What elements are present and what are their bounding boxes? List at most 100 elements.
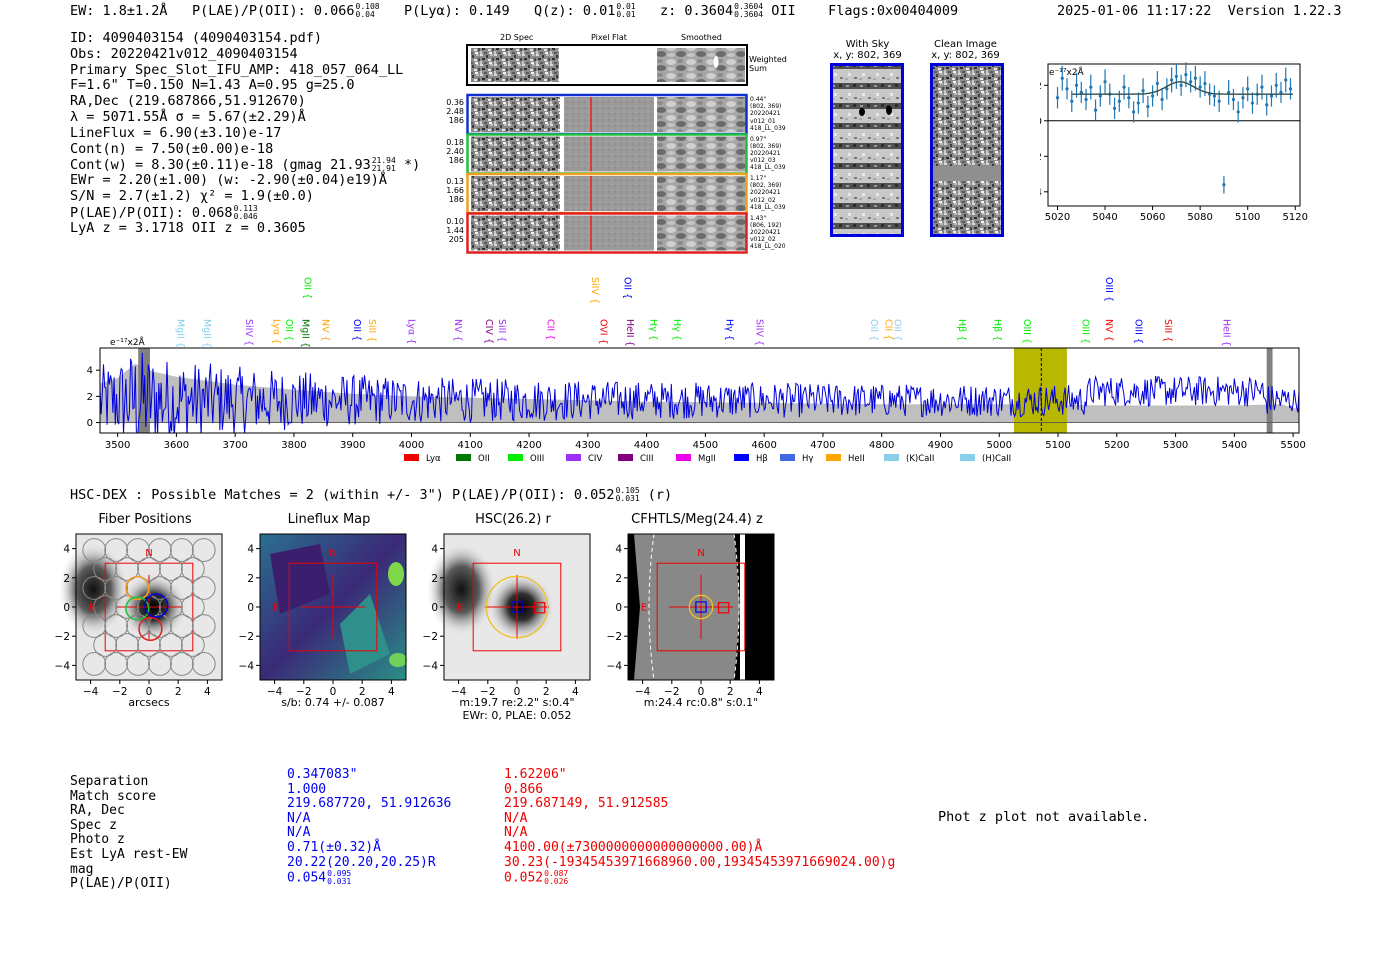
fiber-circle (159, 633, 183, 657)
emission-line-text: NV { (452, 319, 463, 342)
emission-line-text: HeII { (1221, 319, 1232, 347)
zoom-point (1127, 96, 1131, 100)
header-qz-hi: 0.01 (616, 2, 636, 11)
with-sky-title-block: With Sky x, y: 802, 369 (831, 39, 904, 61)
panel-xtick-label: −2 (480, 686, 495, 698)
emission-line-text: SiIV { (753, 319, 764, 346)
emission-line-text: Hγ { (723, 319, 734, 341)
zoom-point (1117, 99, 1121, 103)
zoom-point (1179, 83, 1183, 87)
zoom-point (1231, 97, 1236, 102)
weighted-smoothed (657, 48, 745, 82)
zoom-point (1203, 81, 1207, 86)
fiber-circle (191, 614, 216, 638)
spectrum-xtick-label: 5300 (1163, 440, 1188, 451)
panel-ytick-label: 2 (247, 573, 254, 585)
emission-line-text: Hγ { (671, 319, 682, 341)
legend-label: MgII (698, 454, 716, 464)
header-z-hi: 0.3604 (734, 2, 764, 11)
spectrum-xtick-label: 5000 (987, 440, 1012, 451)
emission-line-text: OII { (892, 319, 903, 341)
zoom-point (1288, 87, 1293, 91)
match-1-cell: 0.347083" (287, 767, 358, 782)
zoom-ytick-label: 0 (1040, 116, 1042, 127)
emission-line-label: OIII { (1132, 319, 1143, 344)
fiber-highlight (125, 596, 150, 621)
emission-line-text: SiIV { (243, 319, 254, 346)
info-lambda: λ = 5071.55Å σ = 5.67(±2.29)Å (70, 108, 306, 125)
clean-image (930, 63, 1004, 237)
zoom-point (1279, 90, 1283, 94)
spectrum-ytick-label: 4 (87, 366, 93, 377)
row-label: Spec z (70, 817, 117, 833)
row-label: Est LyA rest-EW (70, 846, 188, 862)
row-right-value: v012_02 (750, 196, 776, 204)
zoom-point (1151, 94, 1155, 98)
row-left-value: 0.10 (446, 216, 464, 226)
photz-note: Phot z plot not available. (938, 809, 1150, 825)
aperture-circle (485, 575, 549, 639)
spectrum-xtick-label: 5200 (1104, 440, 1129, 451)
zoom-point (1065, 87, 1069, 91)
legend-label: Lyα (426, 454, 441, 464)
search-box (472, 562, 562, 652)
east-label: E (457, 603, 463, 614)
fiber-circle (180, 633, 205, 657)
weighted-sum-label: Weighted Sum (749, 55, 787, 73)
header-ew: EW: 1.8±1.2Å (70, 3, 168, 19)
zoom-point (1160, 97, 1164, 102)
zoom-point (1112, 106, 1117, 110)
north-label: N (329, 548, 336, 559)
panel-ytick-label: 2 (63, 573, 70, 585)
search-box (288, 562, 378, 652)
cutout-row (466, 212, 748, 254)
row-label: RA, Dec (70, 803, 125, 819)
emission-line-label: MgII { (174, 319, 185, 348)
emission-line-text: SiII { (1162, 319, 1173, 342)
match-1-cell: 20.22(20.20,20.25)R (287, 854, 436, 870)
row-pixel-flat (564, 136, 654, 172)
info-lineflux: LineFlux = 6.90(±3.10)e-17 (70, 124, 282, 141)
panel-xtick-label: −4 (451, 686, 467, 698)
row-2d-spec (471, 97, 560, 132)
row-right-value: 20220421 (750, 189, 781, 197)
panel-ytick-label: −4 (55, 660, 71, 672)
emission-line-label: MgII { (300, 319, 311, 348)
info-contw-label: Cont(w) = 8.30(±0.11)e-18 (gmag 21.93 (70, 157, 371, 174)
info-primary: Primary Spec_Slot_IFU_AMP: 418_057_064_L… (70, 61, 404, 78)
panel-xtick-label: 0 (330, 686, 337, 698)
spectrum-line (100, 352, 1299, 433)
legend-swatch (456, 454, 471, 461)
panel-ytick-label: 0 (63, 602, 70, 614)
row-right-value: 20220421 (750, 228, 781, 236)
row-left-values: 0.10 1.44 205 (440, 217, 464, 244)
legend-label: Hγ (802, 454, 813, 464)
sky-dark-spot-1 (859, 108, 865, 116)
panel-ytick-label: −4 (239, 660, 255, 672)
panel-ytick-label: −2 (55, 631, 70, 643)
fiber-highlight (138, 616, 163, 642)
emission-line-text: OIII { (1021, 319, 1032, 344)
row-right-value: 20220421 (750, 149, 781, 157)
header-plya: P(Lyα): 0.149 (403, 3, 510, 19)
east-label: E (273, 603, 279, 614)
zoom-xtick-label: 5080 (1187, 212, 1212, 223)
match-2-cell: 0.052 (504, 870, 544, 886)
info-contw-end: *) (403, 157, 421, 174)
fiber-circle (191, 576, 216, 600)
emission-line-label: SiII { (1162, 319, 1173, 342)
zoom-point (1141, 89, 1145, 93)
fiber-circle (104, 614, 129, 638)
zoom-point (1174, 74, 1178, 79)
legend-swatch (404, 454, 419, 461)
match-2-cell: 0.866 (504, 781, 544, 797)
zoom-xtick-label: 5120 (1283, 212, 1308, 223)
panel-ytick-label: −2 (423, 631, 438, 643)
zoom-point (1136, 101, 1140, 105)
panel-xtick-label: −4 (83, 686, 99, 698)
spectrum-xtick-label: 3800 (281, 440, 306, 451)
row-right-value: (806, 192) (750, 221, 782, 229)
header-qz: Q(z): 0.01 (534, 3, 616, 19)
lineflux-peak (388, 562, 404, 586)
spectrum-xtick-label: 4000 (399, 440, 424, 451)
